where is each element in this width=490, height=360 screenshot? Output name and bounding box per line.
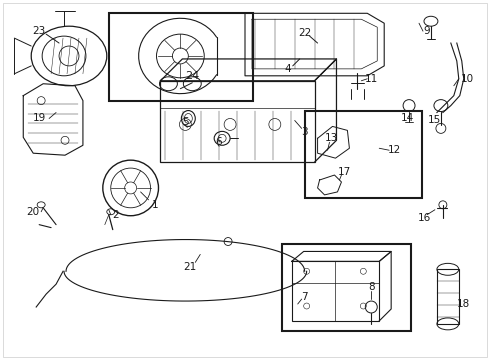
- Text: 24: 24: [185, 71, 199, 81]
- Text: 22: 22: [298, 28, 311, 38]
- Text: 23: 23: [32, 26, 46, 36]
- Text: 12: 12: [388, 145, 401, 155]
- Text: 10: 10: [461, 74, 474, 84]
- Text: 1: 1: [152, 200, 159, 210]
- Text: 2: 2: [112, 210, 119, 220]
- Bar: [437, 269, 459, 324]
- Text: 11: 11: [365, 74, 378, 84]
- Text: 9: 9: [424, 26, 430, 36]
- Bar: [109, 13, 253, 100]
- Bar: [161, 81, 315, 162]
- Text: 14: 14: [400, 113, 414, 123]
- Text: 13: 13: [325, 133, 338, 143]
- Text: 6: 6: [215, 137, 221, 147]
- Text: 17: 17: [338, 167, 351, 177]
- Text: 7: 7: [301, 292, 308, 302]
- Text: 3: 3: [301, 127, 308, 138]
- Bar: [305, 111, 422, 198]
- Text: 8: 8: [368, 282, 374, 292]
- Text: 20: 20: [26, 207, 40, 217]
- Text: 5: 5: [182, 117, 189, 127]
- Text: 21: 21: [184, 262, 197, 272]
- Bar: [282, 243, 411, 331]
- Text: 19: 19: [32, 113, 46, 123]
- Text: 15: 15: [428, 116, 441, 126]
- Text: 18: 18: [457, 299, 470, 309]
- Text: 4: 4: [284, 64, 291, 74]
- Text: 16: 16: [417, 213, 431, 223]
- Bar: [292, 261, 379, 321]
